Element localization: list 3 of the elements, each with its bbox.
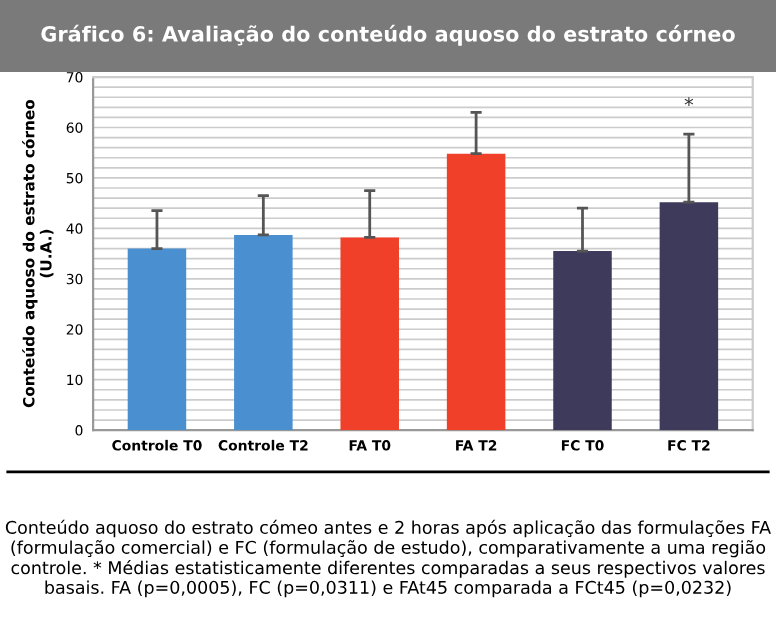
text: Conteúdo aquoso do estrato cómeo antes e 2 horas após aplicação das formulações FA (formulação comercial) e FC (formulação de estudo), comparativamente a uma região controle. * Médias estatisticamente diferentes comparadas a seus respectivos valores basais. FA (p=0,0005), FC (p=0,0311) e FAt45 comparada a FCt45 (p=0,0232)	[5, 519, 771, 598]
annotation: *	[684, 97, 694, 107]
chart-title: Gráfico 6: Avaliação do conteúdo aquoso do estrato córneo	[41, 24, 735, 46]
